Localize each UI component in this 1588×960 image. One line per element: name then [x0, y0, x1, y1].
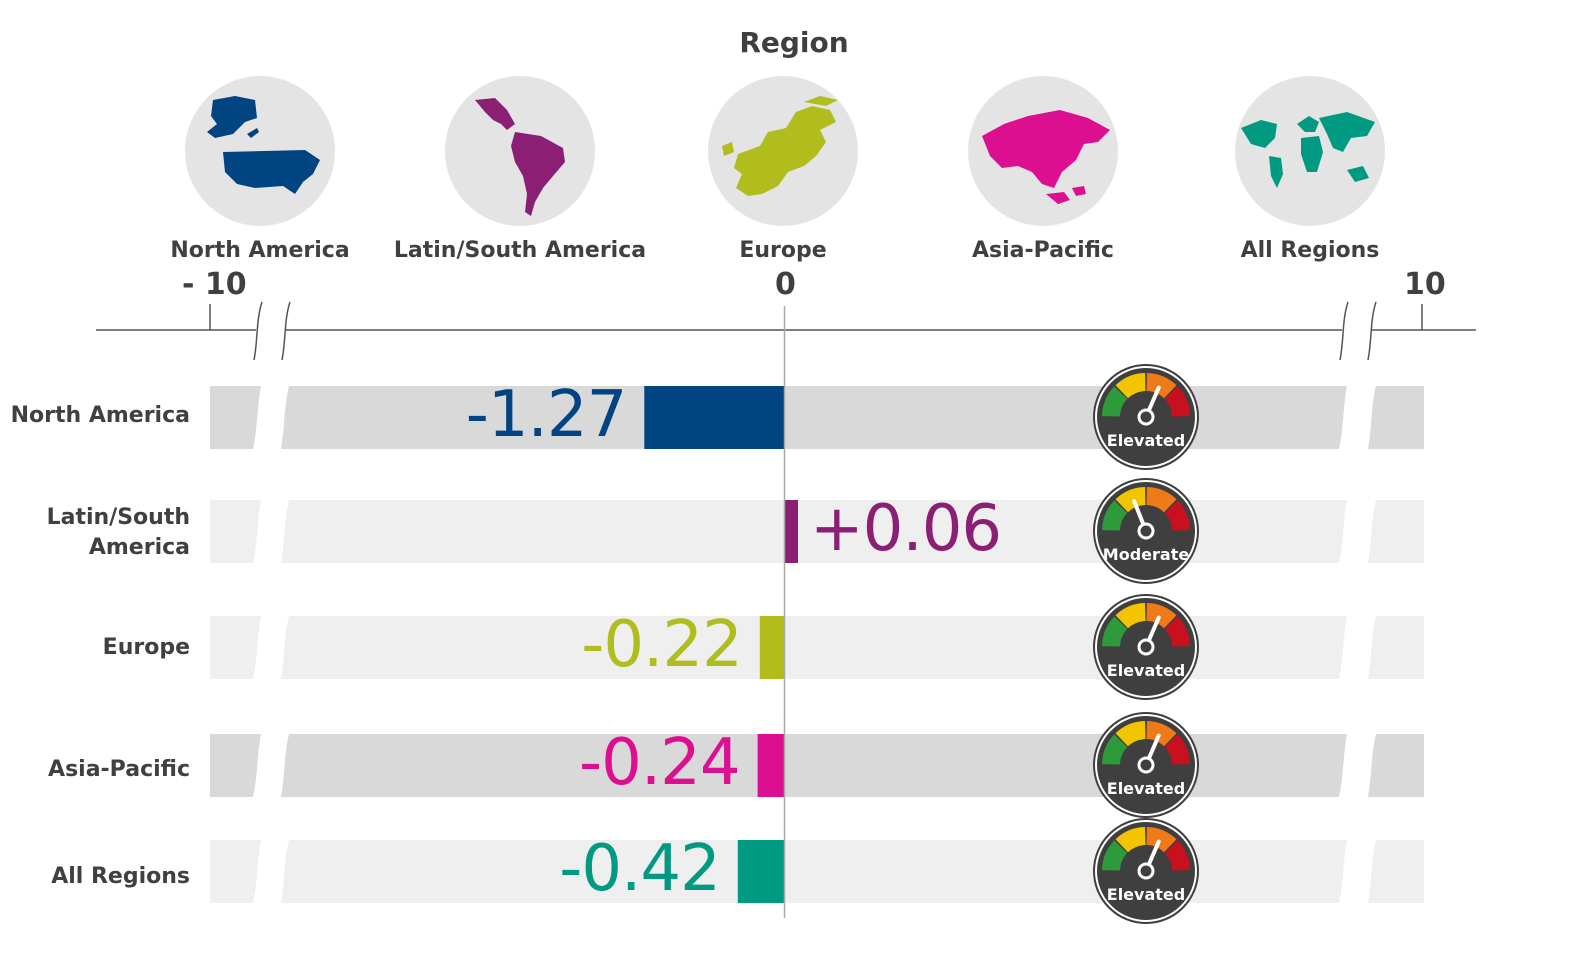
row-label-asia-pacific: Asia-Pacific [48, 757, 190, 782]
row-label-europe: Europe [102, 635, 190, 660]
track-latin-south-america [210, 500, 1424, 563]
europe-map-icon [708, 76, 858, 226]
x-tick-label-min: - 10 [182, 267, 247, 302]
gauge-status-label: Elevated [1107, 661, 1185, 680]
bar-all-regions [737, 840, 784, 903]
bar-latin-south-america [784, 500, 798, 563]
region-label: North America [170, 238, 350, 263]
row-label-north-america: North America [10, 403, 190, 428]
region-header-all-regions: All Regions [1180, 76, 1440, 263]
gauge-icon-asia-pacific: Elevated [1093, 712, 1199, 818]
track-europe [210, 616, 1424, 679]
axis-break-left [253, 300, 291, 362]
track-all-regions [210, 840, 1424, 903]
gauge-icon-latin-south-america: Moderate [1093, 478, 1199, 584]
bar-europe [759, 616, 784, 679]
bar-north-america [644, 386, 784, 449]
gauge-status-label: Elevated [1107, 431, 1185, 450]
gauge-status-label: Elevated [1107, 885, 1185, 904]
world-map-icon [1235, 76, 1385, 226]
gauge-status-label: Moderate [1103, 545, 1190, 564]
asia-pacific-map-icon [968, 76, 1118, 226]
track-north-america [210, 386, 1424, 449]
region-label: Europe [739, 238, 827, 263]
gauge-status-label: Elevated [1107, 779, 1185, 798]
axis-break-right [1339, 300, 1377, 362]
gauge-icon-europe: Elevated [1093, 594, 1199, 700]
gauge-icon-north-america: Elevated [1093, 364, 1199, 470]
chart-title: Region [739, 26, 849, 59]
region-label: All Regions [1240, 238, 1380, 263]
value-label-asia-pacific: -0.24 [579, 726, 741, 800]
region-header-europe: Europe [653, 76, 913, 263]
row-label-latin-south-america: Latin/South America [46, 505, 190, 560]
value-label-europe: -0.22 [581, 608, 743, 682]
x-tick-label-max: 10 [1404, 267, 1446, 302]
region-header-north-america: North America [130, 76, 390, 263]
track-asia-pacific [210, 734, 1424, 797]
south-america-map-icon [445, 76, 595, 226]
row-label-all-regions: All Regions [51, 864, 190, 889]
region-header-asia-pacific: Asia-Pacific [913, 76, 1173, 263]
region-header-latin-south-america: Latin/South America [390, 76, 650, 263]
bar-asia-pacific [757, 734, 784, 797]
value-label-north-america: -1.27 [465, 378, 628, 452]
region-label: Latin/South America [393, 238, 647, 263]
value-label-all-regions: -0.42 [559, 832, 721, 906]
region-label: Asia-Pacific [972, 238, 1114, 263]
value-label-latin-south-america: +0.06 [810, 492, 1002, 566]
gauge-icon-all-regions: Elevated [1093, 818, 1199, 924]
x-tick-label-zero: 0 [775, 267, 796, 302]
north-america-map-icon [185, 76, 335, 226]
